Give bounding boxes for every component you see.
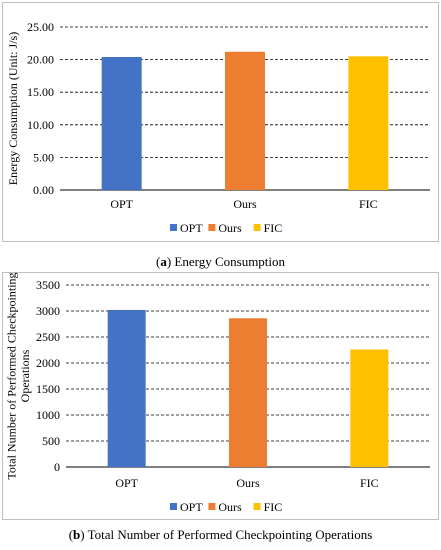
legend-swatch-fic: [253, 224, 261, 231]
caption-a-text: Energy Consumption: [174, 254, 286, 269]
y-tick-label: 20.00: [27, 53, 54, 67]
y-tick-label: 3500: [36, 278, 60, 292]
legend-swatch-ours: [208, 224, 216, 231]
y-tick-label: 10.00: [27, 118, 54, 132]
y-tick-label: 2000: [36, 356, 60, 370]
caption-b-text: Total Number of Performed Checkpointing …: [87, 527, 373, 542]
y-tick-label: 5.00: [33, 150, 54, 164]
y-tick-label: 1000: [36, 408, 60, 422]
chart-frame: [2, 2, 439, 242]
chart-frame: [2, 272, 439, 520]
caption-b: (b) Total Number of Performed Checkpoint…: [68, 527, 373, 542]
y-tick-label: 25.00: [27, 20, 54, 34]
legend-swatch-opt: [170, 503, 177, 510]
bar-ours: [225, 51, 265, 190]
bar-ours: [229, 318, 267, 467]
y-tick-label: 3000: [36, 304, 60, 318]
legend-label: Ours: [218, 500, 242, 514]
y-tick-label: 0.00: [33, 183, 54, 197]
x-tick-label: Ours: [233, 197, 257, 211]
legend-label: FIC: [264, 221, 283, 235]
legend-swatch-opt: [170, 224, 177, 231]
x-tick-label: OPT: [115, 476, 138, 490]
caption-a: (a) Energy Consumption: [155, 254, 286, 269]
bar-opt: [101, 56, 142, 190]
x-tick-label: Ours: [236, 476, 260, 490]
legend-label: FIC: [264, 500, 283, 514]
y-tick-label: 0: [54, 460, 60, 474]
legend-swatch-ours: [208, 503, 216, 510]
legend-label: OPT: [180, 500, 203, 514]
y-tick-label: 2500: [36, 330, 60, 344]
chart-a-svg: 0.00 5.00 10.00 15.00 20.00 25.00 OPT Ours FIC En…: [6, 20, 430, 235]
x-tick-label: OPT: [110, 197, 133, 211]
chart-energy-consumption: 0.00 5.00 10.00 15.00 20.00 25.00 OPT Ours FIC En…: [0, 0, 441, 242]
chart-b-svg: 0 500 1000 1500 2000 2500 3000 3500 OPT Ours FIC To…: [4, 272, 430, 514]
legend-label: Ours: [218, 221, 242, 235]
y-axis-label: Energy Consumption (Unit: J/s): [6, 32, 20, 185]
chart-checkpointing-operations: 0 500 1000 1500 2000 2500 3000 3500 OPT Ours FIC To…: [0, 270, 441, 520]
x-tick-label: FIC: [360, 476, 379, 490]
bar-fic: [350, 349, 389, 467]
legend-label: OPT: [180, 221, 203, 235]
y-tick-label: 1500: [36, 382, 60, 396]
caption-a-tag: a: [160, 254, 167, 269]
legend-swatch-fic: [253, 503, 261, 510]
bar-opt: [107, 309, 146, 467]
y-axis-label: Total Number of Performed CheckpointingO…: [4, 272, 32, 479]
y-tick-label: 15.00: [27, 85, 54, 99]
x-tick-label: FIC: [359, 197, 378, 211]
y-tick-label: 500: [42, 434, 60, 448]
y-axis-label-line: Total Number of Performed Checkpointing: [4, 272, 18, 479]
bar-fic: [348, 56, 389, 191]
y-axis-label-line: Operations: [18, 349, 32, 402]
caption-b-tag: b: [73, 527, 81, 542]
